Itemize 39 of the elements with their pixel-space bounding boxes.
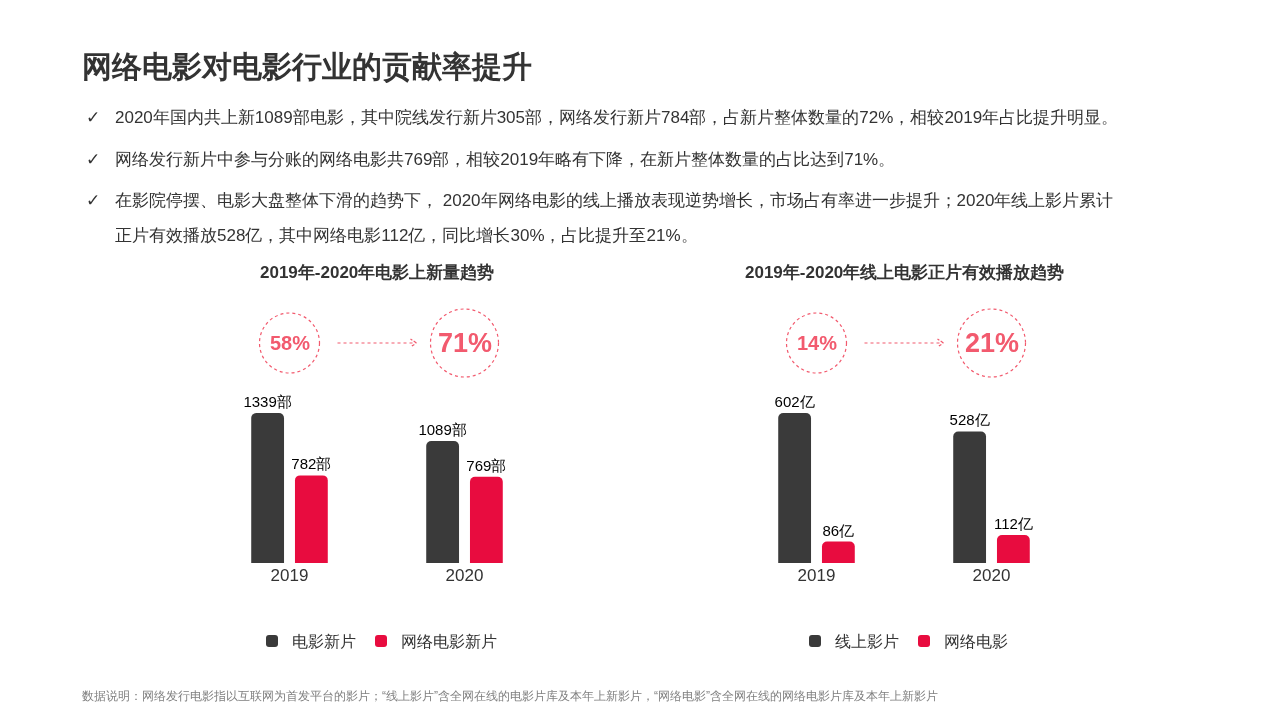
data-label: 86亿 — [822, 521, 855, 539]
data-label: 782部 — [291, 455, 332, 473]
chart-title: 2019年-2020年线上电影正片有效播放趋势 — [745, 263, 1065, 282]
chart-title: 2019年-2020年电影上新量趋势 — [260, 263, 495, 282]
legend-label: 网络电影 — [944, 633, 1008, 651]
x-tick-label: 2019 — [270, 566, 309, 585]
data-label: 602亿 — [774, 393, 815, 410]
text: 2020年国内共上新1089部电影，其中院线发行新片305部，网络发行新片784部，占新片整体数量的72%，相较2019年占比提升明显。 — [115, 108, 1119, 127]
bar — [996, 535, 1030, 563]
bar — [426, 441, 460, 563]
text: 21% — [965, 328, 1020, 358]
data-label: 528亿 — [949, 411, 990, 429]
data-label: 1089部 — [418, 421, 467, 439]
text: 在影院停摆、电影大盘整体下滑的趋势下， 2020年网络电影的线上播放表现逆势增长，市场占有率进一步提升；2020年线上影片累计 — [115, 191, 1114, 210]
bar — [953, 431, 987, 563]
data-label: 769部 — [466, 456, 507, 474]
legend-label: 线上影片 — [835, 633, 899, 651]
text: ✓ — [86, 150, 100, 169]
text: ✓ — [86, 108, 100, 127]
x-tick-label: 2020 — [972, 566, 1011, 585]
data-label: 1339部 — [243, 393, 292, 410]
legend-label: 电影新片 — [292, 633, 356, 651]
x-tick-label: 2019 — [797, 566, 836, 585]
x-tick-label: 2020 — [445, 566, 484, 585]
bar — [251, 413, 285, 563]
text: ✓ — [86, 191, 100, 210]
bar — [821, 541, 855, 563]
data-label: 112亿 — [993, 515, 1033, 533]
text: 网络发行新片中参与分账的网络电影共769部，相较2019年略有下降，在新片整体数量的占比达到71%。 — [115, 150, 896, 169]
text: 正片有效播放528亿，其中网络电影112亿，同比增长30%，占比提升至21%。 — [115, 226, 698, 245]
text: 14% — [797, 332, 838, 354]
bar — [778, 413, 812, 563]
legend-label: 网络电影新片 — [401, 633, 497, 651]
text: 58% — [270, 332, 311, 354]
text: 71% — [438, 328, 493, 358]
text: 网络电影对电影行业的贡献率提升 — [82, 50, 532, 84]
bar — [469, 476, 503, 563]
text: 数据说明：网络发行电影指以互联网为首发平台的影片；“线上影片”含全网在线的电影片库及本年上新影片，“网络电影”含全网在线的网络电影片库及本年上新影片 — [82, 689, 938, 703]
bar — [294, 475, 328, 563]
